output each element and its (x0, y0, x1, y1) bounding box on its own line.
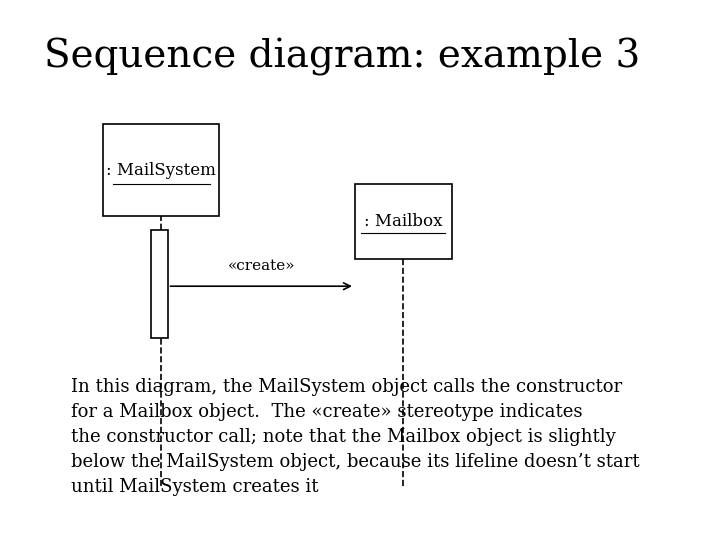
Text: «create»: «create» (228, 259, 295, 273)
FancyBboxPatch shape (151, 230, 168, 338)
Text: In this diagram, the MailSystem object calls the constructor
for a Mailbox objec: In this diagram, the MailSystem object c… (71, 378, 639, 496)
Text: : MailSystem: : MailSystem (107, 161, 216, 179)
Text: : Mailbox: : Mailbox (364, 213, 443, 230)
FancyBboxPatch shape (103, 124, 220, 216)
FancyBboxPatch shape (355, 184, 451, 259)
Text: Sequence diagram: example 3: Sequence diagram: example 3 (44, 38, 640, 76)
